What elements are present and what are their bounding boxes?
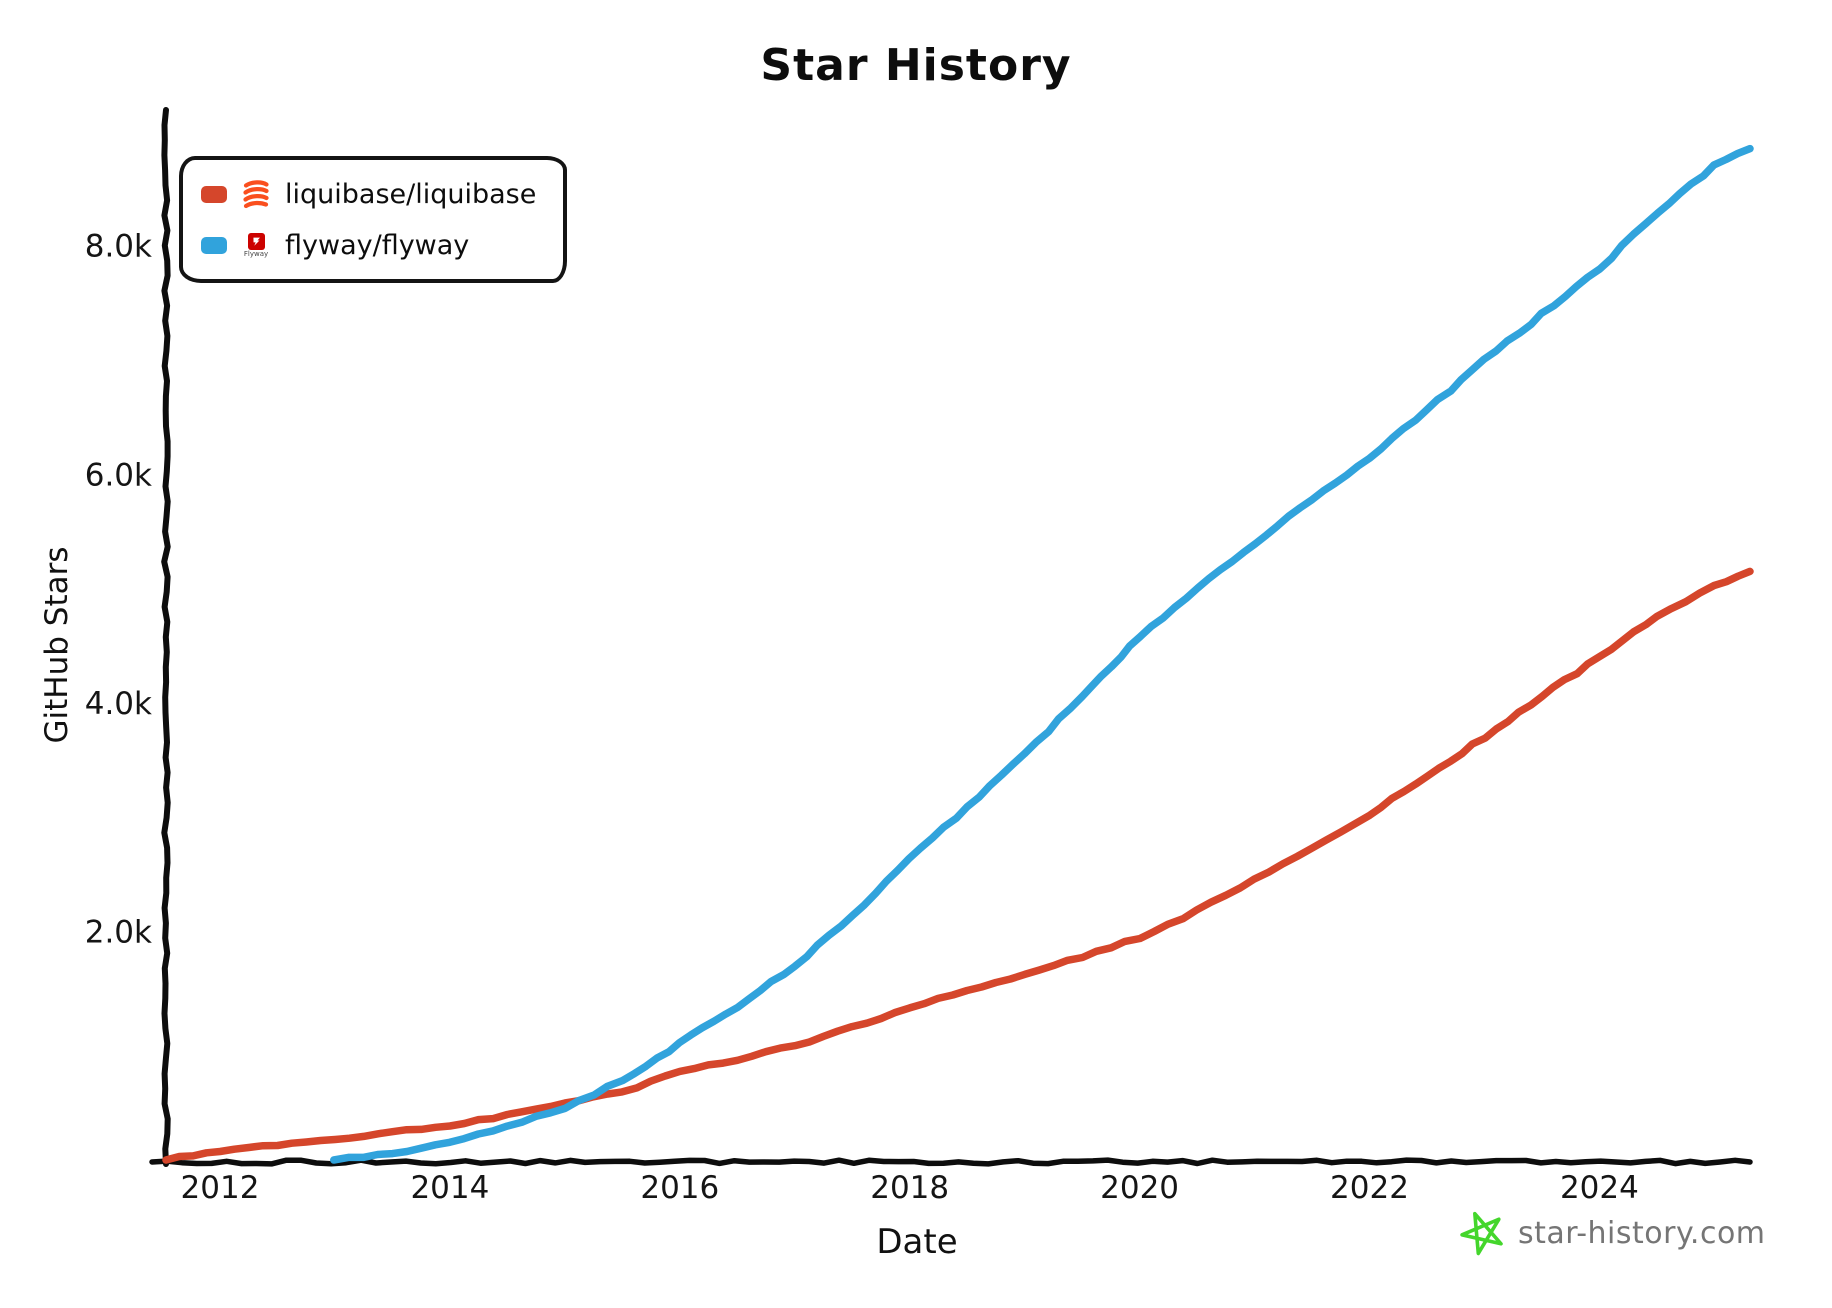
brand-footer[interactable]: star-history.com (1460, 1208, 1766, 1258)
y-tick-label: 4.0k (85, 686, 152, 722)
x-axis-line (149, 1157, 1753, 1167)
flyway-logo-icon: Flyway (240, 232, 272, 258)
y-tick-label: 2.0k (85, 914, 152, 950)
star-logo-icon (1457, 1205, 1510, 1261)
legend-label-liquibase: liquibase/liquibase (285, 178, 537, 210)
x-tick-label: 2022 (1330, 1170, 1409, 1206)
x-tick-label: 2024 (1560, 1170, 1639, 1206)
x-tick-label: 2020 (1100, 1170, 1179, 1206)
flyway-logo-text: Flyway (243, 249, 269, 258)
legend-item-flyway: Flyway flyway/flyway (201, 224, 553, 266)
legend-label-flyway: flyway/flyway (285, 229, 470, 261)
y-axis-line (161, 107, 171, 1167)
x-tick-label: 2018 (870, 1170, 949, 1206)
legend-item-liquibase: liquibase/liquibase (201, 173, 553, 215)
x-tick-label: 2016 (640, 1170, 719, 1206)
x-tick-label: 2012 (181, 1170, 260, 1206)
legend-swatch-liquibase (201, 185, 227, 203)
liquibase-line (162, 567, 1754, 1164)
y-tick-label: 8.0k (85, 229, 152, 265)
brand-text: star-history.com (1518, 1215, 1766, 1251)
y-tick-label: 6.0k (85, 457, 152, 493)
legend: liquibase/liquibase Flyway flyway/flyway (179, 156, 567, 283)
x-axis-label: Date (876, 1222, 958, 1262)
legend-swatch-flyway (201, 236, 227, 254)
y-axis-label: GitHub Stars (39, 546, 75, 744)
liquibase-logo-icon (240, 179, 272, 209)
chart-title: Star History (760, 40, 1072, 91)
x-tick-label: 2014 (410, 1170, 489, 1206)
flyway-line (330, 144, 1754, 1164)
